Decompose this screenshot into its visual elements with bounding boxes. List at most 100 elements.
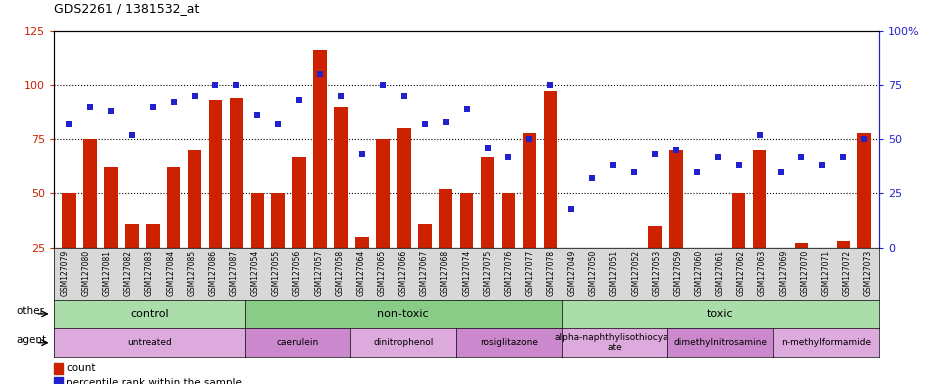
- Point: [730, 162, 745, 168]
- Text: GSM127083: GSM127083: [145, 250, 154, 296]
- Bar: [250, 194, 264, 248]
- Text: GSM127067: GSM127067: [419, 250, 429, 296]
- Bar: [334, 107, 347, 248]
- Text: alpha-naphthylisothiocyan
ate: alpha-naphthylisothiocyan ate: [554, 333, 674, 353]
- Point: [82, 104, 97, 110]
- Text: GSM127058: GSM127058: [335, 250, 344, 296]
- Bar: [62, 194, 76, 248]
- Bar: [856, 133, 870, 248]
- Point: [835, 154, 850, 160]
- Point: [333, 93, 348, 99]
- Text: GSM127066: GSM127066: [399, 250, 407, 296]
- Text: other: other: [16, 306, 44, 316]
- Point: [228, 82, 243, 88]
- Text: percentile rank within the sample: percentile rank within the sample: [66, 378, 241, 384]
- Text: GSM127080: GSM127080: [81, 250, 91, 296]
- Point: [689, 169, 704, 175]
- Bar: [397, 128, 410, 248]
- Text: GSM127075: GSM127075: [483, 250, 491, 296]
- Bar: [54, 363, 63, 374]
- Text: GSM127082: GSM127082: [124, 250, 133, 296]
- Bar: [563, 248, 578, 270]
- Point: [166, 99, 181, 105]
- Point: [396, 93, 411, 99]
- Text: GSM127073: GSM127073: [863, 250, 872, 296]
- Point: [752, 132, 767, 138]
- Text: GSM127084: GSM127084: [166, 250, 175, 296]
- Bar: [54, 377, 63, 384]
- Text: toxic: toxic: [707, 309, 733, 319]
- Text: GSM127085: GSM127085: [187, 250, 196, 296]
- Text: control: control: [130, 309, 168, 319]
- Point: [291, 97, 306, 103]
- Point: [584, 175, 599, 181]
- Text: count: count: [66, 363, 95, 374]
- Point: [417, 121, 431, 127]
- Text: agent: agent: [16, 335, 47, 345]
- Point: [354, 151, 369, 157]
- Bar: [83, 139, 96, 248]
- Bar: [209, 100, 222, 248]
- Bar: [355, 237, 369, 248]
- Text: GSM127055: GSM127055: [271, 250, 281, 296]
- Text: GSM127071: GSM127071: [821, 250, 829, 296]
- Point: [438, 119, 453, 125]
- Text: GSM127078: GSM127078: [546, 250, 555, 296]
- Point: [814, 162, 829, 168]
- Point: [459, 106, 474, 112]
- Bar: [731, 194, 745, 248]
- Point: [667, 147, 682, 153]
- Text: caerulein: caerulein: [276, 338, 318, 347]
- Bar: [375, 139, 389, 248]
- Text: GSM127049: GSM127049: [567, 250, 577, 296]
- Bar: [146, 224, 159, 248]
- Point: [793, 154, 808, 160]
- Point: [375, 82, 390, 88]
- Text: GSM127076: GSM127076: [504, 250, 513, 296]
- Bar: [292, 157, 306, 248]
- Bar: [187, 150, 201, 248]
- Point: [271, 121, 285, 127]
- Text: rosiglitazone: rosiglitazone: [479, 338, 537, 347]
- Point: [187, 93, 202, 99]
- Bar: [417, 224, 431, 248]
- Text: GSM127051: GSM127051: [609, 250, 619, 296]
- Text: dinitrophenol: dinitrophenol: [373, 338, 433, 347]
- Text: untreated: untreated: [127, 338, 171, 347]
- Text: GSM127063: GSM127063: [757, 250, 767, 296]
- Text: GSM127062: GSM127062: [737, 250, 745, 296]
- Bar: [124, 224, 139, 248]
- Text: GSM127061: GSM127061: [715, 250, 724, 296]
- Text: n-methylformamide: n-methylformamide: [780, 338, 870, 347]
- Point: [501, 154, 516, 160]
- Point: [605, 162, 620, 168]
- Bar: [543, 91, 557, 248]
- Point: [521, 136, 536, 142]
- Text: GSM127065: GSM127065: [377, 250, 387, 296]
- Point: [856, 136, 870, 142]
- Text: GSM127086: GSM127086: [208, 250, 217, 296]
- Point: [479, 145, 494, 151]
- Bar: [104, 167, 118, 248]
- Bar: [752, 150, 766, 248]
- Text: GSM127081: GSM127081: [103, 250, 111, 296]
- Point: [313, 71, 328, 77]
- Bar: [501, 194, 515, 248]
- Bar: [167, 167, 181, 248]
- Point: [208, 82, 223, 88]
- Point: [647, 151, 662, 157]
- Bar: [794, 243, 808, 248]
- Text: GSM127079: GSM127079: [60, 250, 69, 296]
- Point: [542, 82, 557, 88]
- Bar: [480, 157, 494, 248]
- Text: GSM127074: GSM127074: [461, 250, 471, 296]
- Text: dimethylnitrosamine: dimethylnitrosamine: [673, 338, 767, 347]
- Bar: [438, 189, 452, 248]
- Point: [103, 108, 118, 114]
- Text: GSM127077: GSM127077: [525, 250, 534, 296]
- Text: GSM127050: GSM127050: [589, 250, 597, 296]
- Text: GSM127054: GSM127054: [251, 250, 259, 296]
- Point: [709, 154, 724, 160]
- Text: GSM127056: GSM127056: [293, 250, 301, 296]
- Text: GSM127064: GSM127064: [356, 250, 365, 296]
